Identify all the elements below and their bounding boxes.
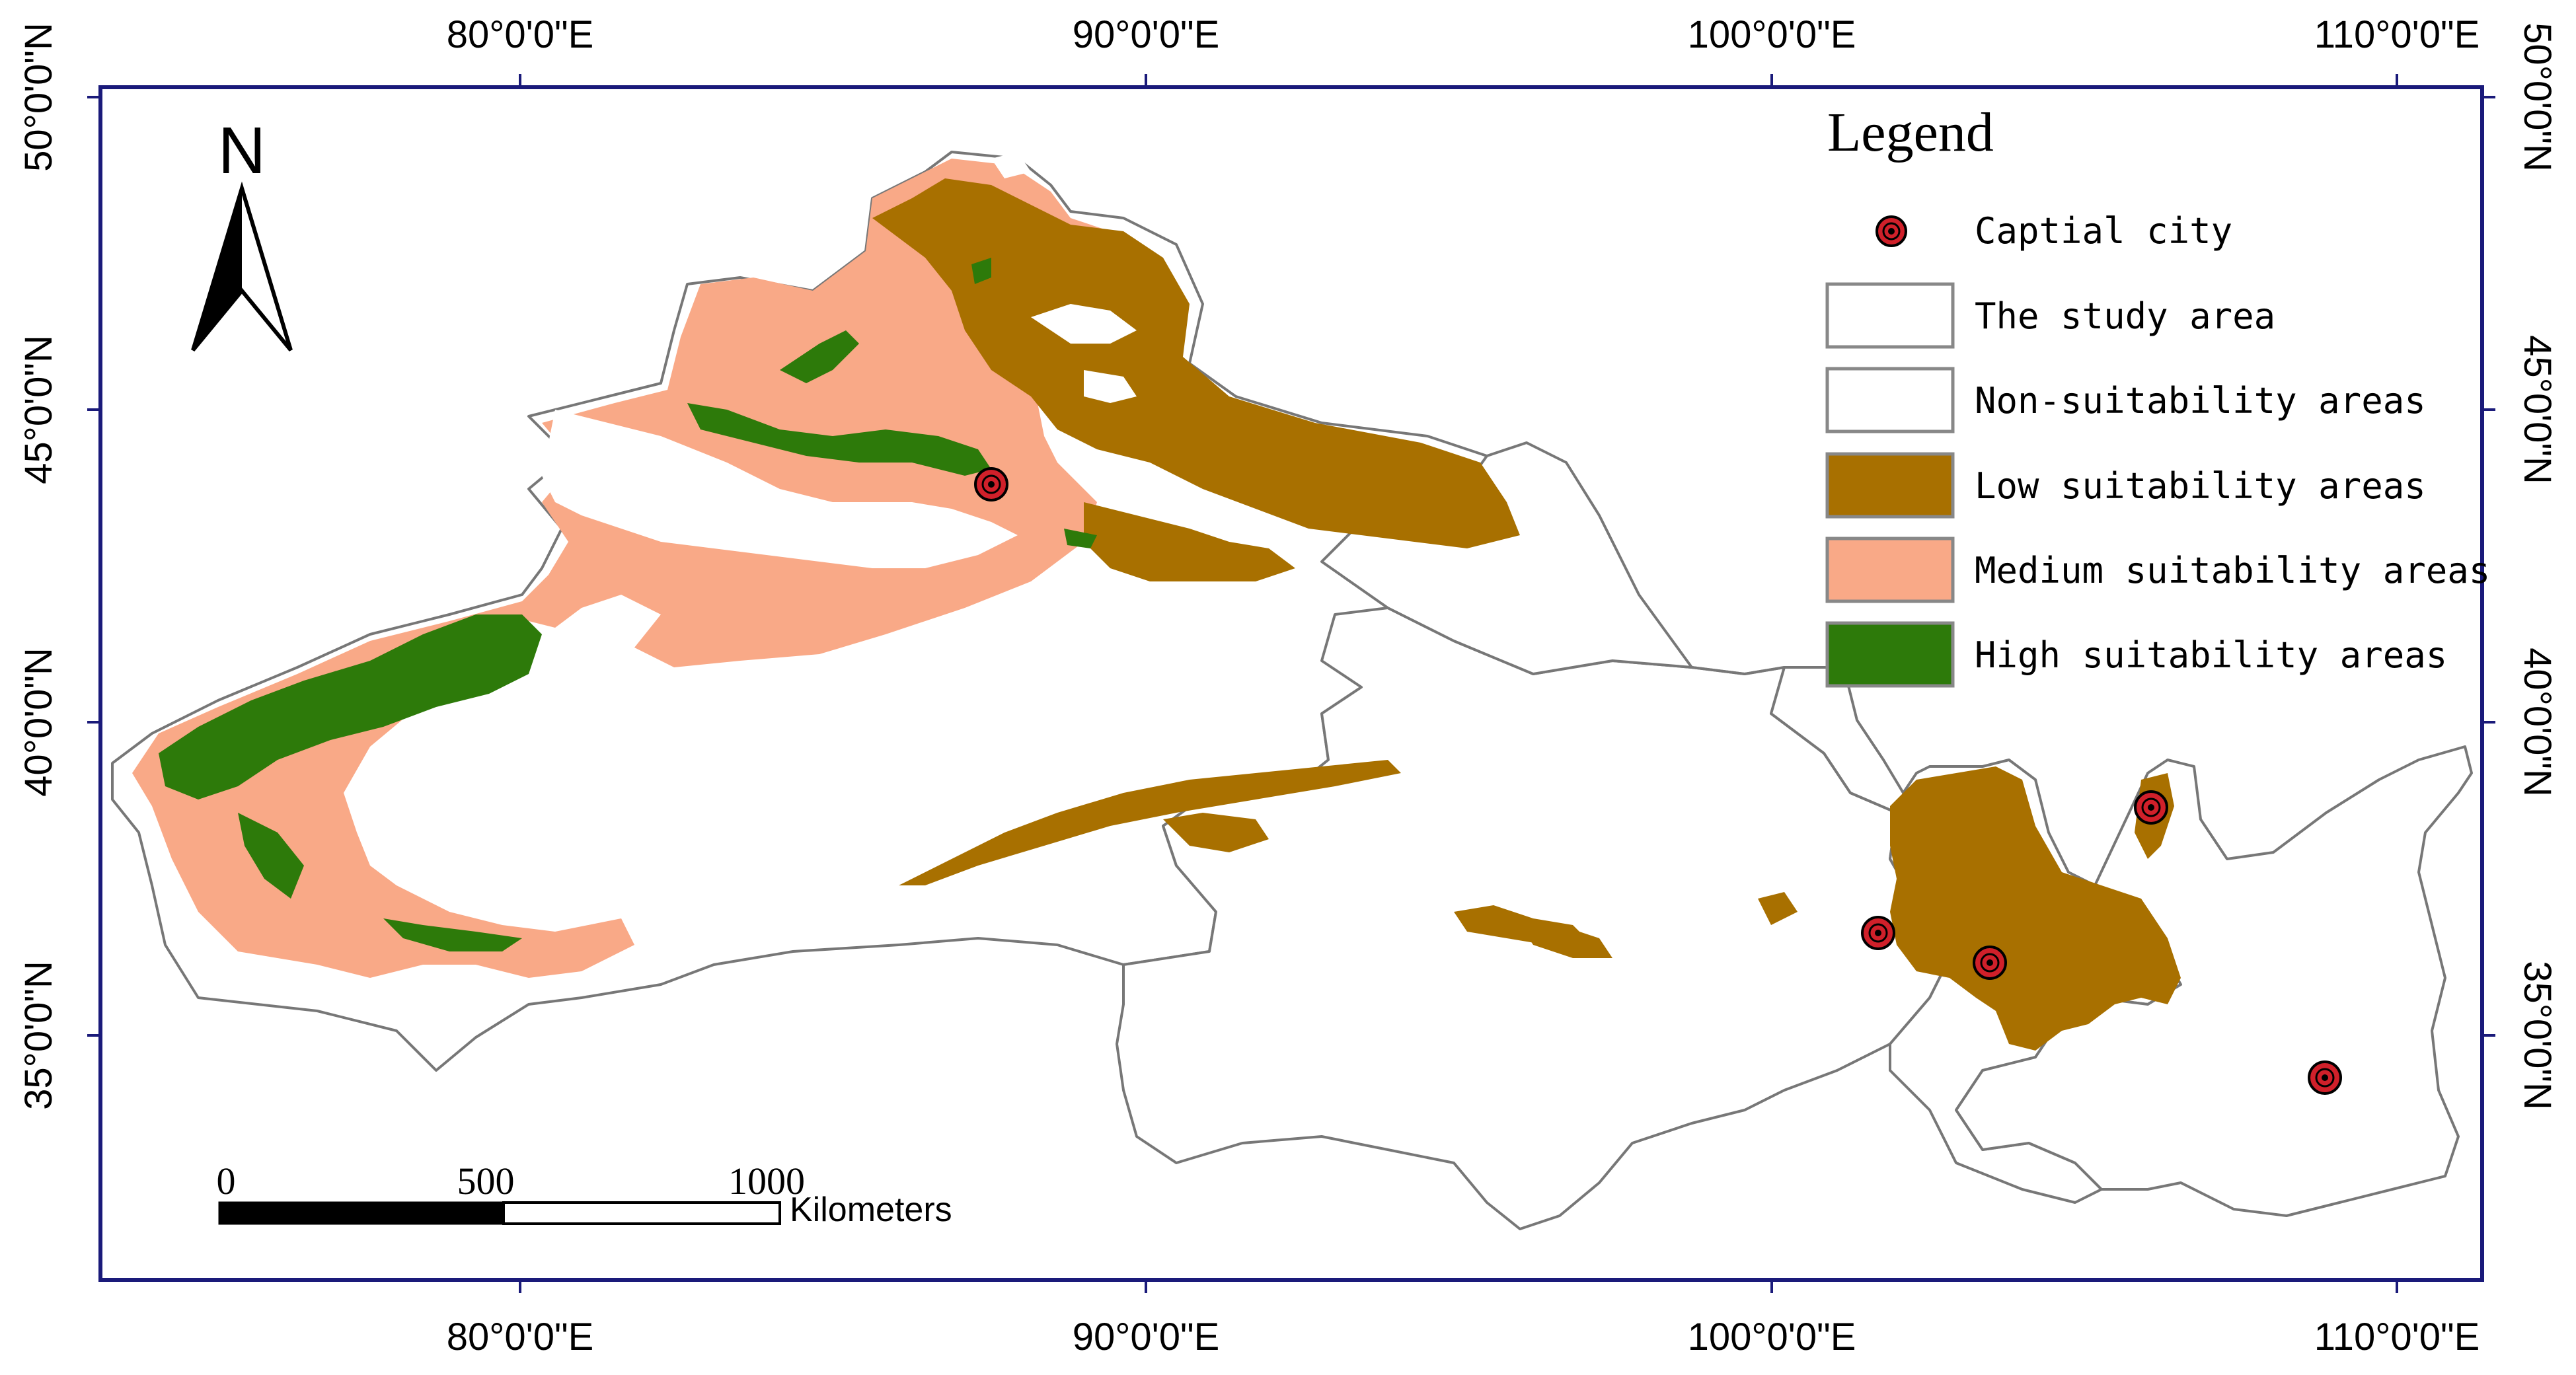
legend-item-label: The study area — [1975, 295, 2275, 337]
scale-tick-label: 1000 — [728, 1160, 805, 1203]
north-arrow-label: N — [218, 114, 266, 188]
scale-tick-label: 500 — [457, 1160, 515, 1203]
left-axis-label: 40°0'0"N — [17, 648, 60, 797]
right-axis-labels: 50°0'0"N 45°0'0"N 40°0'0"N 35°0'0"N — [2516, 22, 2559, 1110]
legend-item-label: Non-suitability areas — [1975, 380, 2426, 422]
legend-item-label: Medium suitability areas — [1975, 550, 2490, 591]
bottom-axis-label: 80°0'0"E — [447, 1316, 594, 1358]
legend-item-label: Low suitability areas — [1975, 465, 2426, 507]
city-marker-urumqi — [974, 467, 1008, 502]
bottom-axis-label: 90°0'0"E — [1073, 1316, 1220, 1358]
low-suitability-areas — [872, 178, 2181, 1051]
legend-swatch-study-area — [1825, 282, 1955, 349]
scale-unit-label: Kilometers — [790, 1191, 952, 1229]
legend: Legend Captial city The study area Non-s… — [1825, 102, 2490, 688]
top-axis-label: 90°0'0"E — [1073, 13, 1220, 56]
scale-bar: 0 500 1000 Kilometers — [217, 1160, 952, 1229]
left-axis-label: 50°0'0"N — [17, 22, 60, 172]
legend-item-label: Captial city — [1975, 210, 2232, 252]
scale-bar-white-segment — [502, 1201, 781, 1225]
left-axis-label: 45°0'0"N — [17, 335, 60, 484]
legend-swatch-high-suitability — [1825, 621, 1955, 688]
non-suitability-pockets — [542, 152, 1137, 568]
bottom-axis-label: 100°0'0"E — [1688, 1316, 1856, 1358]
left-axis-labels: 50°0'0"N 45°0'0"N 40°0'0"N 35°0'0"N — [17, 22, 60, 1110]
legend-item-label: High suitability areas — [1975, 634, 2447, 676]
legend-city-marker-icon — [1875, 215, 1907, 247]
capital-cities — [974, 467, 2342, 1095]
right-axis-label: 35°0'0"N — [2516, 961, 2559, 1110]
legend-swatch-low-suitability — [1825, 452, 1955, 519]
right-axis-label: 50°0'0"N — [2516, 22, 2559, 172]
scale-bar-black-segment — [218, 1201, 505, 1225]
graticule-ticks — [87, 74, 2495, 1293]
left-axis-label: 35°0'0"N — [17, 961, 60, 1110]
top-axis-label: 100°0'0"E — [1688, 13, 1856, 56]
city-marker-xining — [1861, 916, 1895, 950]
legend-title: Legend — [1827, 102, 1994, 163]
top-axis-label: 80°0'0"E — [447, 13, 594, 56]
city-marker-yinchuan — [2134, 790, 2168, 825]
legend-swatch-non-suitability — [1825, 367, 1955, 433]
right-axis-label: 40°0'0"N — [2516, 648, 2559, 797]
legend-swatch-medium-suitability — [1825, 537, 1955, 603]
city-marker-lanzhou — [1973, 946, 2007, 980]
bottom-axis-label: 110°0'0"E — [2314, 1316, 2480, 1358]
scale-tick-label: 0 — [217, 1160, 236, 1203]
city-marker-xian — [2308, 1060, 2342, 1095]
top-axis-label: 110°0'0"E — [2314, 13, 2480, 56]
bottom-axis-labels: 80°0'0"E 90°0'0"E 100°0'0"E 110°0'0"E — [447, 1316, 2480, 1358]
high-suitability-areas — [159, 258, 1097, 951]
top-axis-labels: 80°0'0"E 90°0'0"E 100°0'0"E 110°0'0"E — [447, 13, 2480, 56]
right-axis-label: 45°0'0"N — [2516, 335, 2559, 484]
north-arrow: N — [191, 114, 293, 352]
